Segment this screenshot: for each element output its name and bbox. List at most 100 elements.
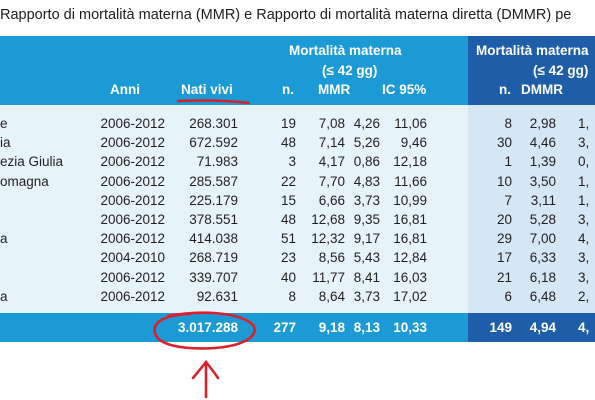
cell-extra: 2, (578, 288, 590, 304)
cell-anni: 2006-2012 (100, 288, 165, 304)
cell-mmr: 11,77 (312, 269, 345, 285)
header-group-mortalita: Mortalità materna (289, 43, 402, 58)
cell-n2: 29 (496, 231, 512, 247)
cell-anni: 2006-2012 (100, 173, 165, 189)
cell-anni: 2006-2012 (100, 231, 165, 247)
header-group-mortalita-diretta: Mortalità materna (476, 43, 589, 58)
total-nati-vivi: 3.017.288 (177, 320, 238, 335)
cell-nati-vivi: 378.551 (189, 212, 238, 227)
cell-dmmr: 6,33 (529, 250, 556, 266)
cell-n2: 10 (496, 173, 512, 189)
cell-mmr: 7,70 (318, 173, 345, 189)
table-row: 2006-2012 339.707 40 11,77 8,41 16,03 21 6,18 3, (0, 268, 595, 287)
cell-nati-vivi: 414.038 (189, 231, 238, 247)
total-ic-high: 10,33 (393, 320, 427, 335)
cell-extra: 1, (578, 173, 590, 189)
cell-anni: 2006-2012 (100, 212, 165, 227)
cell-ic-low: 9,35 (353, 212, 380, 227)
header-group-mortalita-diretta-days: (≤ 42 gg) (533, 63, 589, 78)
cell-ic-high: 12,18 (393, 154, 427, 170)
total-extra: 4, (578, 320, 590, 335)
total-row: 3.017.288 277 9,18 8,13 10,33 149 4,94 4… (0, 313, 595, 342)
cell-mmr: 8,56 (318, 250, 345, 266)
cell-extra: 3, (578, 250, 590, 266)
table-row: ezia Giulia 2006-2012 71.983 3 4,17 0,86 12,18… (0, 152, 595, 171)
cell-n2: 7 (504, 192, 512, 208)
cell-ic-low: 8,41 (353, 269, 380, 285)
cell-n2: 21 (496, 269, 512, 285)
cell-n2: 6 (504, 288, 512, 304)
cell-dmmr: 4,46 (529, 135, 556, 151)
cell-anni: 2006-2012 (100, 116, 165, 131)
cell-ic-low: 5,26 (353, 135, 380, 151)
cell-anni: 2006-2012 (100, 154, 165, 170)
cell-nati-vivi: 672.592 (189, 135, 238, 151)
cell-mmr: 7,08 (318, 116, 345, 131)
cell-extra: 1, (578, 116, 590, 131)
cell-ic-low: 3,73 (353, 288, 380, 304)
header-dmmr-section (468, 36, 595, 105)
body-dmmr-section (468, 105, 595, 313)
cell-dmmr: 2,98 (529, 116, 556, 131)
cell-ic-low: 4,83 (353, 173, 380, 189)
cell-dmmr: 5,28 (529, 212, 556, 227)
cell-anni: 2004-2010 (100, 250, 165, 266)
cell-dmmr: 3,11 (530, 192, 556, 208)
cell-region: a (0, 231, 8, 247)
cell-dmmr: 6,48 (529, 288, 556, 304)
table-row: e 2006-2012 268.301 19 7,08 4,26 11,06 8 2,98 1, (0, 114, 595, 133)
cell-extra: 3, (578, 269, 590, 285)
cell-region: a (0, 288, 8, 304)
table-row: omagna 2006-2012 285.587 22 7,70 4,83 11,66 10 3… (0, 172, 595, 191)
cell-ic-high: 11,06 (394, 116, 427, 131)
table-header: Mortalità materna (≤ 42 gg) Mortalità ma… (0, 36, 595, 105)
table-title: Rapporto di mortalità materna (MMR) e Ra… (0, 7, 572, 23)
cell-mmr: 4,17 (318, 154, 345, 170)
total-dmmr: 4,94 (529, 320, 556, 335)
total-n2: 149 (489, 320, 512, 335)
cell-ic-low: 4,26 (353, 116, 380, 131)
cell-nati-vivi: 339.707 (189, 269, 238, 285)
cell-ic-low: 0,86 (353, 154, 380, 170)
cell-mmr: 8,64 (318, 288, 345, 304)
cell-n: 8 (288, 288, 296, 304)
cell-ic-high: 10,99 (393, 192, 427, 208)
header-group-mortalita-days: (≤ 42 gg) (322, 63, 378, 78)
cell-nati-vivi: 268.719 (189, 250, 238, 266)
table-row: a 2006-2012 414.038 51 12,32 9,17 16,81 29 7,00 4… (0, 229, 595, 248)
cell-nati-vivi: 92.631 (196, 288, 238, 304)
cell-dmmr: 7,00 (529, 231, 556, 247)
total-dmmr-section (468, 313, 595, 342)
cell-n: 15 (280, 192, 296, 208)
cell-n: 19 (280, 116, 296, 131)
cell-ic-low: 3,73 (353, 192, 380, 208)
cell-ic-high: 16,81 (393, 231, 427, 247)
cell-n2: 17 (496, 250, 512, 266)
col-header-anni: Anni (110, 82, 140, 97)
cell-n: 48 (280, 212, 296, 227)
cell-extra: 0, (578, 154, 590, 170)
cell-ic-high: 17,02 (393, 288, 427, 304)
cell-nati-vivi: 225.179 (189, 192, 238, 208)
cell-nati-vivi: 268.301 (189, 116, 238, 131)
cell-mmr: 12,32 (311, 231, 345, 247)
total-mmr: 9,18 (318, 320, 345, 335)
cell-n: 51 (280, 231, 296, 247)
col-header-ic95: IC 95% (382, 82, 427, 97)
table-row: 2006-2012 225.179 15 6,66 3,73 10,99 7 3,11 1, (0, 191, 595, 210)
cell-nati-vivi: 285.587 (189, 173, 238, 189)
cell-extra: 1, (578, 192, 590, 208)
table-body (0, 105, 595, 313)
cell-ic-high: 9,46 (400, 135, 427, 151)
col-header-dmmr: DMMR (521, 82, 563, 97)
cell-extra: 3, (578, 135, 590, 151)
table-row: a 2006-2012 92.631 8 8,64 3,73 17,02 6 6,48 2, (0, 287, 595, 306)
cell-ic-high: 12,84 (393, 250, 427, 266)
cell-n2: 30 (496, 135, 512, 151)
col-header-n: n. (282, 82, 294, 97)
cell-nati-vivi: 71.983 (196, 154, 238, 170)
total-ic-low: 8,13 (353, 320, 380, 335)
cell-region: e (0, 116, 8, 131)
col-header-mmr: MMR (318, 82, 351, 97)
cell-dmmr: 6,18 (529, 269, 556, 285)
